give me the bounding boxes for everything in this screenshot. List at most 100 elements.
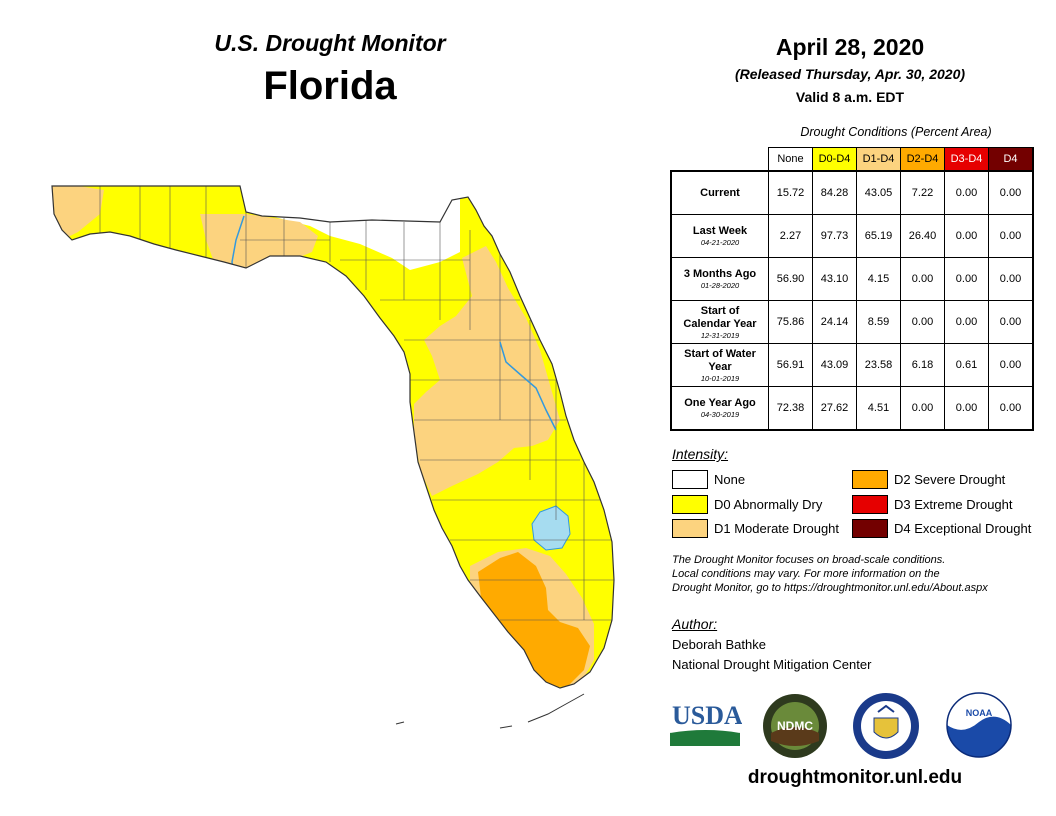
table-cell: 0.00 <box>988 343 1034 387</box>
noaa-logo-text: NOAA <box>966 708 993 718</box>
valid-time: Valid 8 a.m. EDT <box>795 89 905 105</box>
ndmc-logo-text: NDMC <box>777 719 813 733</box>
table-cell: 0.00 <box>900 386 945 431</box>
note-line: Drought Monitor, go to https://droughtmo… <box>672 582 988 594</box>
d1-zone-panhandle <box>200 214 318 272</box>
table-cell: 0.00 <box>944 257 989 301</box>
legend-item-d0: D0 Abnormally Dry <box>672 495 822 514</box>
table-cell: 0.00 <box>900 257 945 301</box>
table-row: Start of Calendar Year 12-31-2019 75.86 24.… <box>670 300 1034 344</box>
row-label-text: One Year Ago <box>684 397 756 409</box>
legend-item-d4: D4 Exceptional Drought <box>852 519 1031 538</box>
row-date: 04-21-2020 <box>700 238 740 247</box>
table-cell: 0.00 <box>988 170 1034 215</box>
table-cell: 0.00 <box>944 300 989 344</box>
table-row: Start of Water Year 10-01-2019 56.91 43.09 2… <box>670 343 1034 387</box>
col-none: None <box>768 147 813 172</box>
legend-swatch-d1 <box>672 519 708 538</box>
noaa-logo: NOAA <box>946 692 1012 758</box>
usda-logo-text: USDA <box>672 701 742 730</box>
state-title: Florida <box>263 64 397 108</box>
col-d3-d4: D3-D4 <box>944 147 989 172</box>
table-cell: 2.27 <box>768 214 813 258</box>
row-date: 12-31-2019 <box>700 330 740 340</box>
row-label: 3 Months Ago 01-28-2020 <box>670 257 769 301</box>
table-cell: 27.62 <box>812 386 857 431</box>
table-cell: 43.10 <box>812 257 857 301</box>
legend-swatch-d0 <box>672 495 708 514</box>
table-cell: 84.28 <box>812 170 857 215</box>
legend-item-d3: D3 Extreme Drought <box>852 495 1013 514</box>
table-cell: 97.73 <box>812 214 857 258</box>
author-title: Author: <box>672 616 718 632</box>
table-cell: 23.58 <box>856 343 901 387</box>
legend-label: D4 Exceptional Drought <box>894 521 1032 536</box>
col-d1-d4: D1-D4 <box>856 147 901 172</box>
florida-keys <box>395 693 585 729</box>
d1-zone-peninsula <box>414 246 560 496</box>
intensity-title: Intensity: <box>672 446 729 462</box>
author-org: National Drought Mitigation Center <box>672 657 872 672</box>
map-date: April 28, 2020 <box>775 34 925 60</box>
legend-label: D0 Abnormally Dry <box>714 497 823 512</box>
county-lines <box>99 186 614 621</box>
monitor-title: U.S. Drought Monitor <box>214 30 446 56</box>
row-label: Last Week 04-21-2020 <box>670 214 769 258</box>
legend-label: D1 Moderate Drought <box>714 521 840 536</box>
footer-url[interactable]: droughtmonitor.unl.edu <box>747 767 963 788</box>
table-cell: 75.86 <box>768 300 813 344</box>
row-date: 01-28-2020 <box>700 281 740 290</box>
table-cell: 4.51 <box>856 386 901 431</box>
table-cell: 0.00 <box>944 386 989 431</box>
ndmc-logo: NDMC <box>763 694 827 758</box>
lake-okeechobee <box>531 505 571 551</box>
legend-swatch-d4 <box>852 519 888 538</box>
table-cell: 43.09 <box>812 343 857 387</box>
table-header-row: None D0-D4 D1-D4 D2-D4 D3-D4 D4 <box>671 147 1034 172</box>
table-cell: 0.00 <box>900 300 945 344</box>
commerce-seal-logo <box>853 693 919 759</box>
row-label-text: Current <box>700 186 740 199</box>
table-cell: 0.00 <box>988 300 1034 344</box>
table-cell: 43.05 <box>856 170 901 215</box>
row-label-text: Last Week <box>692 225 748 237</box>
florida-drought-map <box>51 185 615 729</box>
table-cell: 7.22 <box>900 170 945 215</box>
legend-item-none: None <box>672 470 745 489</box>
row-label-text: Start of Water Year <box>684 347 756 373</box>
row-label: One Year Ago 04-30-2019 <box>670 386 769 431</box>
table-cell: 0.00 <box>988 257 1034 301</box>
legend-swatch-none <box>672 470 708 489</box>
row-label: Current <box>670 170 769 215</box>
row-date: 04-30-2019 <box>700 410 740 419</box>
legend-swatch-d3 <box>852 495 888 514</box>
table-cell: 0.00 <box>988 386 1034 431</box>
legend-label: D2 Severe Drought <box>894 472 1006 487</box>
table-row: One Year Ago 04-30-2019 72.38 27.62 4.51 0.00… <box>670 386 1034 431</box>
table-cell: 56.90 <box>768 257 813 301</box>
legend-label: None <box>714 472 746 487</box>
table-cell: 6.18 <box>900 343 945 387</box>
table-row: Last Week 04-21-2020 2.27 97.73 65.19 26.40 0.… <box>670 214 1034 258</box>
row-date: 10-01-2019 <box>700 373 740 383</box>
table-corner <box>671 147 769 172</box>
st-johns-river <box>499 341 557 431</box>
legend-swatch-d2 <box>852 470 888 489</box>
note-line: Local conditions may vary. For more info… <box>672 568 940 580</box>
col-d0-d4: D0-D4 <box>812 147 857 172</box>
table-cell: 56.91 <box>768 343 813 387</box>
usda-logo: USDA <box>670 701 742 746</box>
table-cell: 15.72 <box>768 170 813 215</box>
col-d4: D4 <box>988 147 1034 172</box>
drought-conditions-table: None D0-D4 D1-D4 D2-D4 D3-D4 D4 Current 1… <box>670 147 1034 431</box>
disclaimer-note: The Drought Monitor focuses on broad-sca… <box>672 553 1042 595</box>
legend-item-d2: D2 Severe Drought <box>852 470 1005 489</box>
release-date: (Released Thursday, Apr. 30, 2020) <box>734 66 966 82</box>
legend-label: D3 Extreme Drought <box>894 497 1013 512</box>
table-cell: 0.00 <box>988 214 1034 258</box>
row-label-text: 3 Months Ago <box>683 268 757 280</box>
table-cell: 65.19 <box>856 214 901 258</box>
col-d2-d4: D2-D4 <box>900 147 945 172</box>
row-label: Start of Calendar Year 12-31-2019 <box>670 300 769 344</box>
row-label-text: Start of Calendar Year <box>683 304 757 330</box>
